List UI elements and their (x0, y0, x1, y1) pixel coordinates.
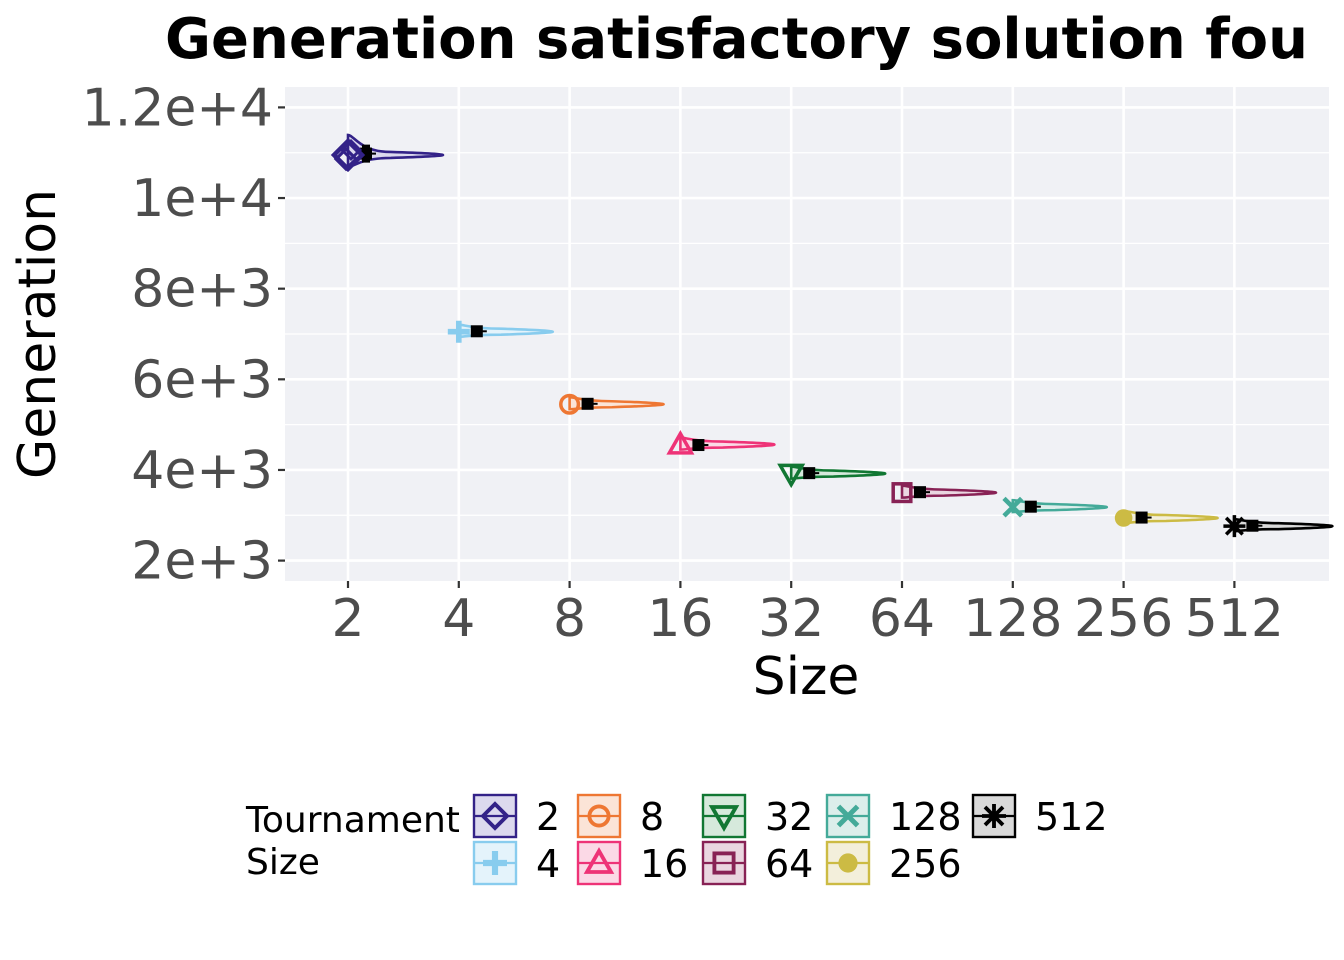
y-tick-label: 2e+3 (131, 532, 273, 592)
series-4 (447, 320, 555, 343)
x-tick-label: 128 (963, 589, 1062, 649)
legend-label: 128 (889, 795, 962, 839)
legend-item-32: 32 (701, 793, 813, 839)
legend-item-512: 512 (971, 793, 1108, 839)
marker-256 (1114, 509, 1133, 527)
series-512 (1223, 515, 1334, 538)
legend-item-256: 256 (825, 840, 962, 886)
chart-title: Generation satisfactory solution fou (165, 7, 1308, 72)
marker-2-c (339, 138, 363, 162)
y-tick-label: 4e+3 (131, 441, 273, 501)
legend-label: 512 (1035, 795, 1108, 839)
median-8 (581, 397, 594, 410)
y-tick-label: 8e+3 (131, 260, 273, 320)
marker-128 (1002, 496, 1024, 518)
marker-512 (1223, 515, 1246, 538)
violins (330, 133, 1334, 538)
y-tick-label: 1e+4 (131, 169, 273, 229)
series-2 (330, 133, 445, 173)
marker-32 (777, 463, 806, 489)
legend-label: 256 (889, 842, 962, 886)
legend-marker (587, 804, 611, 828)
median-16 (692, 439, 705, 452)
median-512 (1246, 519, 1259, 532)
legend-marker (583, 847, 615, 874)
x-tick-label: 2 (331, 589, 364, 649)
legend-title-line: Size (246, 842, 320, 883)
legend-item-2: 2 (472, 793, 560, 839)
legend-item-64: 64 (701, 840, 813, 886)
y-axis: 2e+3 4e+3 6e+3 8e+3 1e+4 1.2e+4 (82, 78, 285, 592)
median-4 (470, 325, 483, 338)
x-tick-label: 512 (1185, 589, 1284, 649)
legend-label: 32 (765, 795, 813, 839)
x-tick-label: 64 (869, 589, 935, 649)
marker-16 (666, 430, 695, 455)
x-axis: 2 4 8 16 32 64 128 256 512 (331, 581, 1284, 649)
legend-marker (483, 851, 507, 875)
marker-4 (447, 320, 470, 343)
legend-label: 4 (536, 842, 560, 886)
median-256 (1135, 511, 1148, 524)
series-16 (666, 430, 776, 455)
legend-marker (708, 805, 740, 832)
series-8 (559, 393, 665, 415)
legend-item-128: 128 (825, 793, 962, 839)
legend-item-4: 4 (472, 840, 560, 886)
series-128 (1002, 496, 1109, 518)
legend-label: 8 (640, 795, 664, 839)
series-64 (891, 482, 998, 504)
median-32 (803, 467, 816, 480)
x-tick-label: 16 (647, 589, 713, 649)
legend-marker (838, 853, 858, 873)
x-tick-label: 32 (758, 589, 824, 649)
legend-item-8: 8 (576, 793, 664, 839)
x-axis-title: Size (753, 647, 860, 707)
series-256 (1114, 509, 1219, 527)
legend-marker (480, 801, 510, 831)
x-tick-label: 256 (1074, 589, 1173, 649)
marker-64 (891, 482, 913, 504)
legend-item-16: 16 (576, 840, 688, 886)
y-tick-label: 6e+3 (131, 350, 273, 410)
legend-label: 64 (765, 842, 813, 886)
legend-marker (836, 804, 860, 828)
legend-marker (712, 851, 736, 875)
y-tick-label: 1.2e+4 (82, 78, 273, 138)
legend-label: 16 (640, 842, 688, 886)
x-tick-label: 4 (442, 589, 475, 649)
marker-8 (559, 393, 581, 415)
x-tick-label: 8 (553, 589, 586, 649)
legend-marker (982, 804, 1006, 828)
y-axis-title: Generation (8, 189, 68, 479)
median-64 (914, 486, 926, 499)
series-32 (777, 463, 887, 489)
legend-label: 2 (536, 795, 560, 839)
legend-title-line: Tournament (245, 800, 460, 841)
median-128 (1024, 500, 1037, 513)
